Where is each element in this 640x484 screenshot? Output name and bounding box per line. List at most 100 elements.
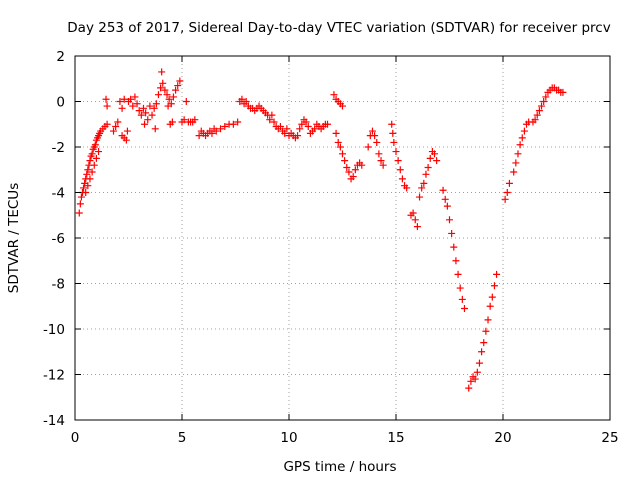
data-point bbox=[296, 125, 304, 133]
data-point bbox=[396, 166, 404, 174]
data-point bbox=[439, 186, 447, 194]
data-point bbox=[141, 120, 149, 128]
data-point bbox=[195, 132, 203, 140]
data-point bbox=[416, 193, 424, 201]
data-point bbox=[90, 161, 98, 169]
data-point bbox=[441, 195, 449, 203]
x-tick-label: 20 bbox=[494, 430, 511, 446]
data-point bbox=[480, 339, 488, 347]
data-point bbox=[520, 127, 528, 135]
data-point bbox=[516, 141, 524, 149]
data-point bbox=[86, 157, 94, 165]
data-point bbox=[490, 282, 498, 290]
data-point bbox=[341, 157, 349, 165]
data-point bbox=[168, 118, 176, 126]
data-point bbox=[123, 127, 131, 135]
x-tick-label: 5 bbox=[178, 430, 187, 446]
data-point bbox=[512, 159, 520, 167]
data-point bbox=[364, 143, 372, 151]
data-point bbox=[431, 150, 439, 158]
data-point bbox=[375, 150, 383, 158]
data-point bbox=[242, 98, 250, 105]
data-point bbox=[84, 182, 92, 190]
y-tick-label: -10 bbox=[43, 322, 65, 338]
data-point bbox=[339, 150, 346, 158]
data-point bbox=[542, 93, 550, 101]
y-tick-label: 0 bbox=[56, 95, 65, 111]
data-point bbox=[103, 120, 111, 128]
data-point bbox=[221, 123, 229, 131]
data-point bbox=[540, 98, 548, 105]
data-point bbox=[112, 123, 120, 131]
data-point bbox=[377, 157, 385, 165]
data-point bbox=[148, 111, 156, 119]
data-point bbox=[443, 202, 451, 210]
data-point bbox=[503, 189, 511, 196]
data-point bbox=[392, 148, 400, 156]
data-point bbox=[465, 384, 473, 392]
y-tick-label: 2 bbox=[56, 49, 65, 65]
data-point bbox=[389, 129, 397, 137]
data-point bbox=[91, 141, 99, 149]
data-point bbox=[538, 102, 546, 110]
data-point bbox=[229, 120, 237, 128]
data-point bbox=[102, 95, 110, 103]
data-point bbox=[180, 116, 188, 124]
data-point bbox=[88, 150, 96, 158]
data-point bbox=[351, 166, 359, 174]
data-point bbox=[88, 168, 96, 176]
x-tick-label: 15 bbox=[387, 430, 404, 446]
data-point bbox=[144, 116, 152, 124]
data-point bbox=[114, 118, 122, 126]
data-points bbox=[75, 68, 567, 392]
data-point bbox=[324, 120, 332, 128]
data-point bbox=[433, 157, 441, 165]
data-point bbox=[452, 257, 460, 265]
data-point bbox=[531, 116, 539, 124]
y-tick-label: -12 bbox=[43, 368, 65, 384]
data-point bbox=[122, 136, 130, 144]
data-point bbox=[501, 195, 509, 203]
data-point bbox=[118, 104, 126, 112]
data-point bbox=[142, 109, 150, 117]
data-point bbox=[390, 138, 398, 146]
data-point bbox=[182, 98, 190, 105]
data-point bbox=[270, 118, 278, 126]
data-point bbox=[133, 100, 141, 108]
data-point bbox=[116, 98, 124, 105]
grid-lines bbox=[75, 56, 610, 420]
data-point bbox=[505, 179, 513, 187]
data-point bbox=[131, 93, 139, 101]
data-point bbox=[120, 95, 128, 103]
y-tick-label: -8 bbox=[52, 277, 65, 293]
data-point bbox=[75, 209, 83, 217]
data-point bbox=[154, 91, 162, 99]
data-point bbox=[151, 125, 159, 133]
data-point bbox=[127, 95, 135, 103]
data-point bbox=[332, 129, 340, 137]
x-axis-label: GPS time / hours bbox=[283, 459, 396, 475]
data-point bbox=[110, 127, 118, 135]
y-tick-label: -14 bbox=[43, 413, 65, 429]
data-point bbox=[371, 132, 379, 140]
data-point bbox=[559, 88, 567, 96]
data-point bbox=[212, 127, 220, 135]
data-point bbox=[169, 93, 177, 101]
data-point bbox=[486, 302, 494, 310]
data-point bbox=[283, 125, 291, 133]
data-point bbox=[388, 120, 396, 128]
data-point bbox=[535, 107, 543, 115]
x-tick-label: 25 bbox=[601, 430, 618, 446]
data-point bbox=[533, 111, 541, 119]
data-point bbox=[208, 129, 216, 137]
data-point bbox=[484, 316, 492, 324]
x-axis-ticks: 0 5 10 15 20 25 bbox=[71, 56, 619, 446]
data-point bbox=[80, 184, 88, 192]
data-point bbox=[394, 157, 402, 165]
data-point bbox=[161, 86, 169, 94]
data-point bbox=[217, 125, 225, 133]
data-point bbox=[103, 102, 111, 110]
data-point bbox=[281, 129, 289, 137]
data-point bbox=[276, 123, 284, 131]
